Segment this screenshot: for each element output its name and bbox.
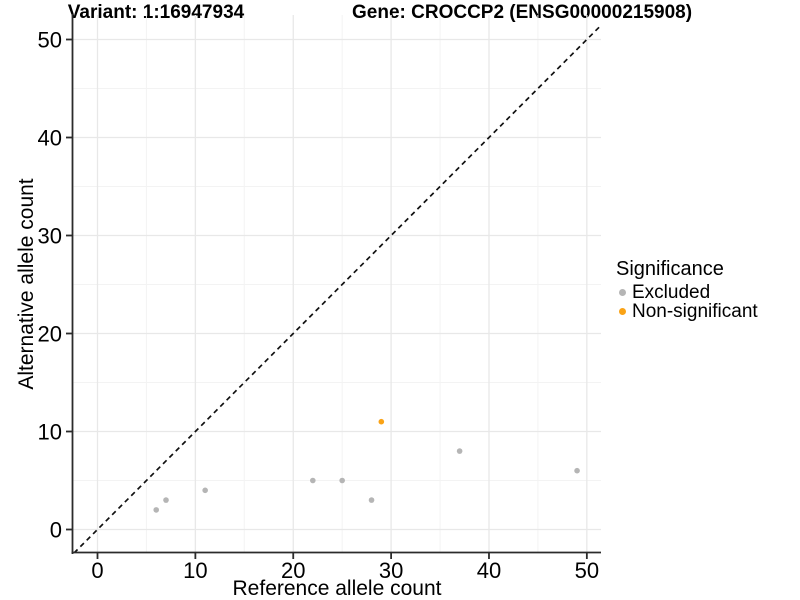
data-point-excluded — [202, 487, 208, 494]
data-point-excluded — [368, 497, 375, 503]
x-tick-label: 10 — [183, 558, 207, 583]
x-tick-label: 20 — [281, 558, 305, 583]
legend-dot-icon — [619, 308, 626, 315]
legend-title: Significance — [616, 258, 724, 280]
legend: Significance Excluded Non-significant — [612, 258, 758, 322]
y-tick-label: 30 — [38, 224, 62, 249]
legend-item: Non-significant — [612, 300, 758, 322]
y-axis-title: Alternative allele count — [15, 178, 38, 390]
y-tick-label: 0 — [50, 518, 62, 543]
data-point-excluded — [310, 477, 316, 484]
data-point-excluded — [574, 467, 580, 474]
x-tick-label: 50 — [575, 558, 599, 583]
data-point-non-significant — [378, 418, 385, 425]
y-tick-label: 50 — [38, 28, 62, 53]
x-tick-label: 30 — [379, 558, 403, 583]
data-point-excluded — [163, 497, 169, 503]
plot-title-gene: Gene: CROCCP2 (ENSG00000215908) — [352, 2, 693, 23]
y-tick-label: 20 — [38, 322, 62, 347]
legend-item-label: Excluded — [632, 281, 711, 303]
legend-item: Excluded — [612, 281, 758, 303]
legend-item-label: Non-significant — [632, 300, 758, 322]
identity-line — [73, 24, 601, 553]
x-tick-label: 0 — [91, 558, 103, 583]
legend-dot-icon — [619, 289, 626, 296]
x-axis-title: Reference allele count — [232, 577, 442, 600]
data-point-excluded — [339, 477, 345, 484]
y-tick-label: 40 — [38, 126, 62, 151]
legend-items: Excluded Non-significant — [612, 281, 758, 322]
plot-title-variant: Variant: 1:16947934 — [67, 2, 245, 23]
y-tick-label: 10 — [38, 420, 62, 445]
data-point-excluded — [456, 448, 463, 454]
x-tick-label: 40 — [477, 558, 501, 583]
data-point-excluded — [153, 507, 160, 513]
